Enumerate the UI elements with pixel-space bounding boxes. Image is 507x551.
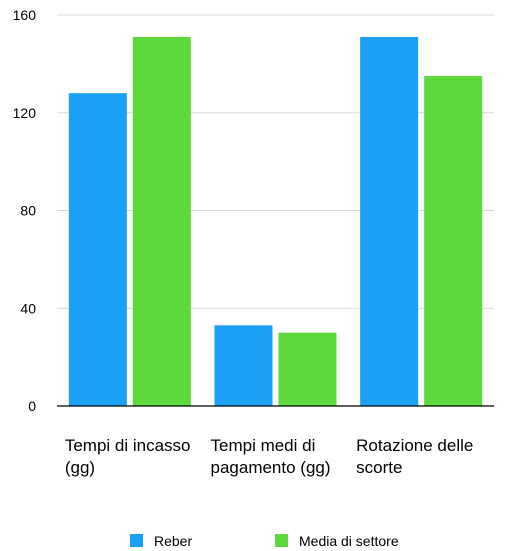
bar-media-di-settore <box>424 76 483 406</box>
y-tick-label: 120 <box>13 105 37 121</box>
bar-media-di-settore <box>132 36 191 407</box>
y-tick-label: 80 <box>20 203 36 219</box>
legend-label: Media di settore <box>299 533 399 549</box>
bar-reber <box>360 36 419 407</box>
category-label: (gg) <box>65 458 95 477</box>
category-label: Rotazione delle <box>356 436 473 455</box>
gridlines <box>57 14 494 309</box>
bar-reber <box>68 93 127 406</box>
category-labels: Tempi di incasso (gg) Tempi medi di pagamen… <box>65 436 474 477</box>
category-label: Tempi di incasso <box>65 436 191 455</box>
category-label: scorte <box>356 458 402 477</box>
bars <box>68 36 483 407</box>
bar-media-di-settore <box>278 332 337 406</box>
y-tick-label: 0 <box>28 398 36 414</box>
category-label: Tempi medi di <box>211 436 316 455</box>
y-axis-ticks: 0 40 80 120 160 <box>13 7 37 414</box>
legend: Reber Media di settore <box>130 533 399 549</box>
bar-reber <box>214 325 273 406</box>
y-tick-label: 160 <box>13 7 37 23</box>
legend-label: Reber <box>154 533 192 549</box>
category-label: pagamento (gg) <box>211 458 331 477</box>
y-tick-label: 40 <box>20 300 36 316</box>
legend-swatch <box>130 534 143 547</box>
legend-swatch <box>275 534 288 547</box>
